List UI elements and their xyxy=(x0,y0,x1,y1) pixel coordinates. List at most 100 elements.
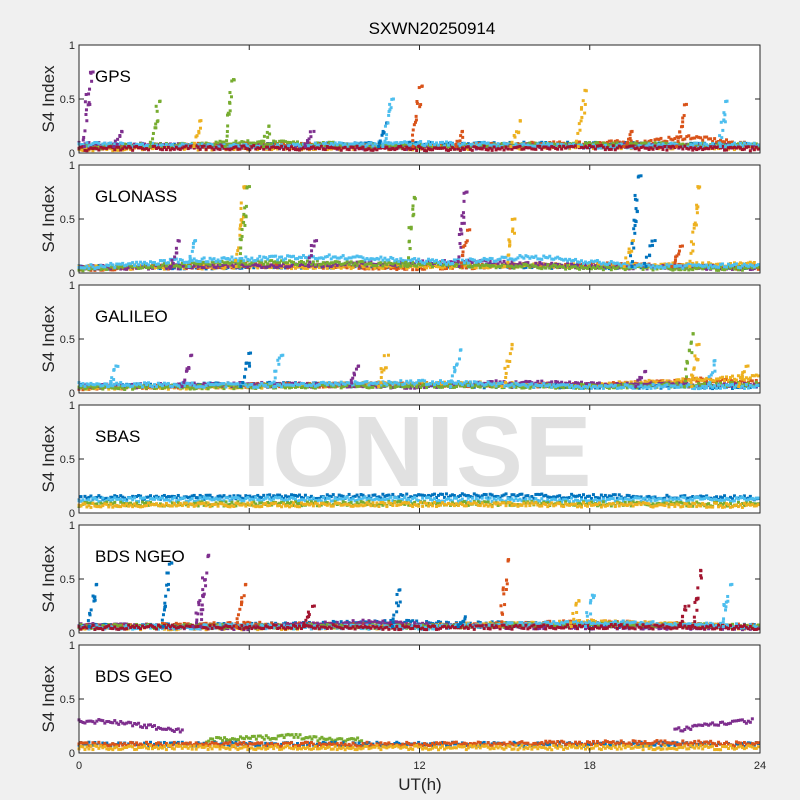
data-point xyxy=(121,145,125,149)
y-tick-label: 0.5 xyxy=(60,214,75,226)
data-point xyxy=(532,264,536,268)
data-point xyxy=(280,266,284,270)
data-point xyxy=(244,214,248,218)
data-point xyxy=(359,260,363,264)
data-point xyxy=(127,262,131,266)
data-point xyxy=(732,263,736,267)
data-point xyxy=(692,226,696,230)
data-point xyxy=(226,142,230,146)
data-point xyxy=(178,265,182,269)
data-point xyxy=(482,141,486,145)
data-point xyxy=(386,121,390,125)
data-point xyxy=(131,145,135,149)
data-point xyxy=(172,145,176,149)
data-point xyxy=(578,260,582,264)
data-point xyxy=(746,261,750,265)
data-point xyxy=(626,260,630,264)
data-point xyxy=(105,146,109,150)
data-point xyxy=(699,146,703,150)
data-point xyxy=(150,265,154,269)
data-point xyxy=(603,262,607,266)
data-point xyxy=(284,265,288,269)
data-point xyxy=(87,144,91,148)
data-point xyxy=(129,146,133,150)
data-point xyxy=(327,146,331,150)
data-point xyxy=(691,249,695,253)
data-point xyxy=(597,263,601,267)
data-point xyxy=(450,142,454,146)
data-point xyxy=(84,108,88,112)
data-point xyxy=(363,143,367,147)
data-point xyxy=(407,143,411,147)
data-point xyxy=(717,265,721,269)
data-point xyxy=(554,142,558,146)
data-point xyxy=(695,267,699,271)
data-point xyxy=(101,146,105,150)
data-point xyxy=(715,265,719,269)
data-point xyxy=(325,148,329,152)
data-point xyxy=(131,265,135,269)
data-point xyxy=(89,263,93,267)
data-point xyxy=(337,146,341,150)
data-point xyxy=(218,266,222,270)
data-point xyxy=(288,140,292,144)
data-point xyxy=(484,142,488,146)
data-point xyxy=(629,144,633,148)
data-point xyxy=(669,137,673,141)
data-point xyxy=(351,261,355,265)
data-point xyxy=(649,265,653,269)
data-point xyxy=(262,255,266,259)
data-point xyxy=(572,265,576,269)
data-point xyxy=(691,148,695,152)
data-point xyxy=(369,265,373,269)
data-point xyxy=(200,261,204,265)
data-point xyxy=(705,146,709,150)
data-point xyxy=(202,263,206,267)
data-point xyxy=(234,139,238,143)
data-point xyxy=(440,263,444,267)
data-point xyxy=(744,262,748,266)
data-point xyxy=(629,146,633,150)
data-point xyxy=(544,262,548,266)
data-point xyxy=(601,265,605,269)
data-point xyxy=(305,139,309,143)
data-point xyxy=(172,147,176,151)
data-point xyxy=(272,266,276,270)
data-point xyxy=(307,254,311,258)
data-point xyxy=(284,261,288,265)
data-point xyxy=(137,263,141,267)
data-point xyxy=(574,141,578,145)
data-point xyxy=(480,141,484,145)
data-point xyxy=(601,261,605,265)
data-point xyxy=(730,140,734,144)
data-point xyxy=(703,144,707,148)
data-point xyxy=(166,265,170,269)
data-point xyxy=(407,146,411,150)
data-point xyxy=(123,145,127,149)
data-point xyxy=(91,147,95,151)
data-point xyxy=(673,142,677,146)
data-point xyxy=(377,261,381,265)
data-point xyxy=(725,99,729,103)
data-point xyxy=(681,142,685,146)
data-point xyxy=(722,111,726,115)
data-point xyxy=(91,142,95,146)
data-point xyxy=(272,147,276,151)
data-point xyxy=(562,144,566,148)
data-point xyxy=(284,257,288,261)
data-point xyxy=(218,139,222,143)
data-point xyxy=(663,262,667,266)
data-point xyxy=(119,146,123,150)
data-point xyxy=(466,261,470,265)
data-point xyxy=(617,266,621,270)
data-point xyxy=(520,263,524,267)
data-point xyxy=(329,141,333,145)
data-point xyxy=(228,109,232,113)
data-point xyxy=(393,148,397,152)
data-point xyxy=(292,262,296,266)
data-point xyxy=(509,145,513,149)
data-point xyxy=(171,261,175,265)
data-point xyxy=(113,265,117,269)
data-point xyxy=(649,139,653,143)
data-point xyxy=(294,262,298,266)
